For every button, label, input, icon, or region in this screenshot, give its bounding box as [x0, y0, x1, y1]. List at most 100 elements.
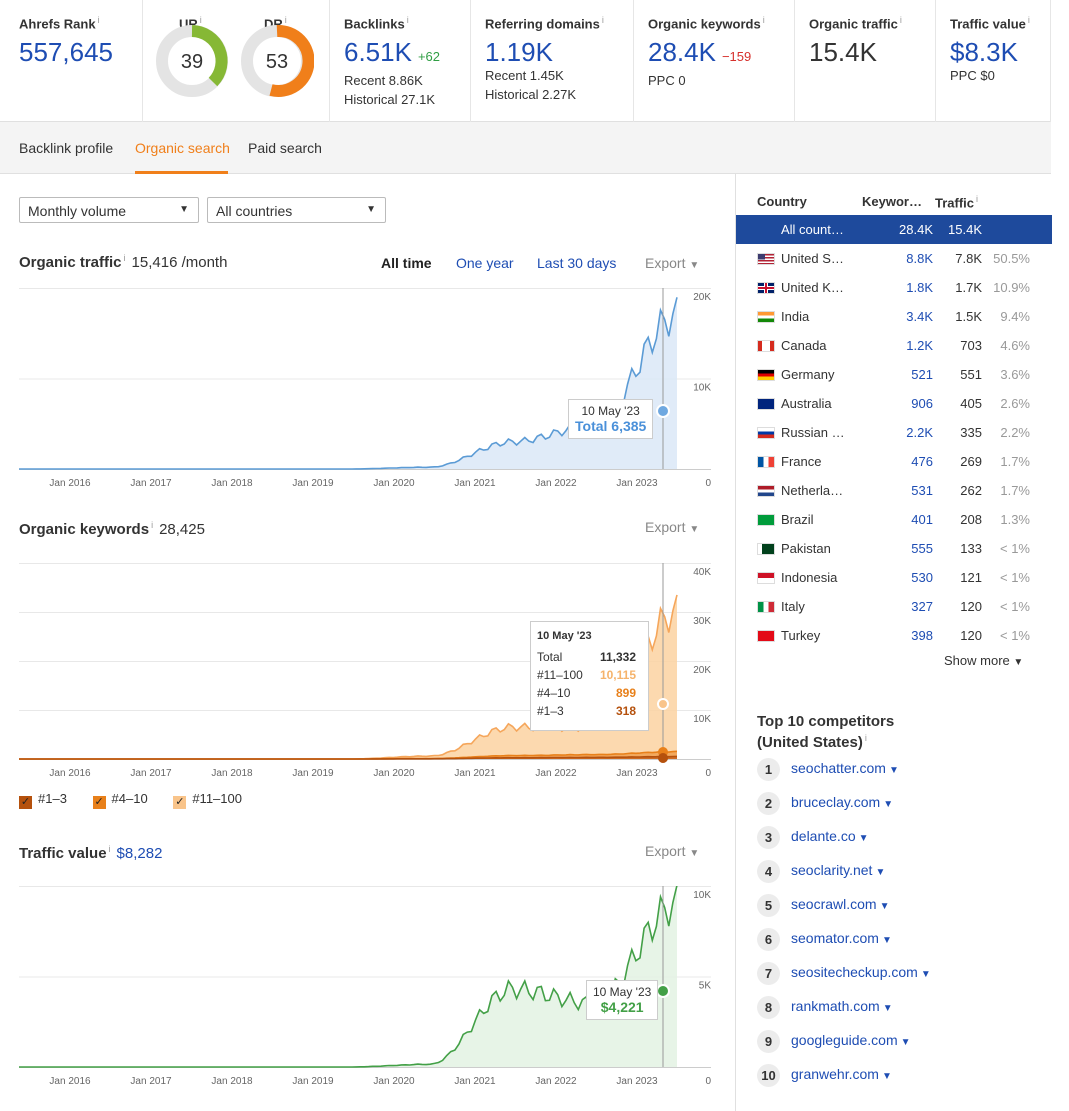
caret-down-icon[interactable]: ▼ — [883, 799, 894, 811]
organic-keywords-cell[interactable]: Organic keywords i 28.4K −159 PPC 0 — [634, 0, 795, 122]
tab-organic-search[interactable]: Organic search — [135, 140, 230, 156]
country-row[interactable]: India 3.4K 1.5K 9.4% — [736, 302, 1052, 331]
country-row[interactable]: United S… 8.8K 7.8K 50.5% — [736, 244, 1052, 273]
caret-down-icon[interactable]: ▼ — [879, 901, 890, 913]
country-keywords[interactable]: 28.4K — [899, 222, 933, 237]
country-row[interactable]: Brazil 401 208 1.3% — [736, 505, 1052, 534]
competitor-item[interactable]: 6 seomator.com ▼ — [757, 928, 892, 951]
info-icon[interactable]: i — [762, 15, 765, 25]
country-keywords[interactable]: 2.2K — [906, 425, 933, 440]
organic-traffic-chart[interactable]: 20K 10K 0 Jan 2016 Jan 2017 Jan 2018 Jan 2019 J… — [19, 288, 719, 498]
col-keywords[interactable]: Keywor… — [862, 194, 922, 209]
competitor-item[interactable]: 10 granwehr.com ▼ — [757, 1064, 892, 1087]
traffic-value-chart[interactable]: 10K 5K 0 Jan 2016 Jan 2017 Jan 2018 Jan 2019 Ja… — [19, 886, 719, 1096]
ur-gauge[interactable]: 39 — [155, 24, 229, 98]
competitor-domain[interactable]: seomator.com — [791, 930, 879, 947]
export-button[interactable]: Export ▼ — [645, 519, 700, 535]
competitor-domain[interactable]: seoclarity.net — [791, 862, 873, 879]
export-button[interactable]: Export ▼ — [645, 255, 700, 271]
caret-down-icon[interactable]: ▼ — [888, 765, 899, 777]
country-row[interactable]: Netherla… 531 262 1.7% — [736, 476, 1052, 505]
traffic-value-cell[interactable]: Traffic value i $8.3K PPC $0 — [936, 0, 1051, 122]
caret-down-icon[interactable]: ▼ — [882, 1003, 893, 1015]
competitor-domain[interactable]: bruceclay.com — [791, 794, 881, 811]
range-all-time[interactable]: All time — [381, 255, 432, 271]
organic-traffic-cell[interactable]: Organic traffic i 15.4K — [795, 0, 936, 122]
info-icon[interactable]: i — [108, 844, 111, 854]
competitor-item[interactable]: 8 rankmath.com ▼ — [757, 996, 893, 1019]
country-row[interactable]: Canada 1.2K 703 4.6% — [736, 331, 1052, 360]
competitor-item[interactable]: 4 seoclarity.net ▼ — [757, 860, 885, 883]
info-icon[interactable]: i — [406, 15, 409, 25]
tab-backlink-profile[interactable]: Backlink profile — [19, 140, 114, 156]
series-line[interactable] — [19, 755, 678, 760]
info-icon[interactable]: i — [864, 733, 867, 743]
country-row[interactable]: Indonesia 530 121 < 1% — [736, 563, 1052, 592]
caret-down-icon[interactable]: ▼ — [881, 1071, 892, 1083]
country-keywords[interactable]: 398 — [911, 628, 933, 643]
country-keywords[interactable]: 531 — [911, 483, 933, 498]
country-keywords[interactable]: 8.8K — [906, 251, 933, 266]
country-keywords[interactable]: 3.4K — [906, 309, 933, 324]
col-traffic[interactable]: Traffic i — [935, 194, 979, 211]
export-button[interactable]: Export ▼ — [645, 843, 700, 859]
country-keywords[interactable]: 1.8K — [906, 280, 933, 295]
info-icon[interactable]: i — [199, 15, 202, 25]
series-line[interactable] — [19, 886, 678, 1068]
country-keywords[interactable]: 327 — [911, 599, 933, 614]
country-keywords[interactable]: 401 — [911, 512, 933, 527]
country-row[interactable]: United K… 1.8K 1.7K 10.9% — [736, 273, 1052, 302]
country-keywords[interactable]: 555 — [911, 541, 933, 556]
competitor-domain[interactable]: delante.co — [791, 828, 856, 845]
competitor-domain[interactable]: googleguide.com — [791, 1032, 898, 1049]
info-icon[interactable]: i — [601, 15, 604, 25]
competitor-domain[interactable]: granwehr.com — [791, 1066, 879, 1083]
country-row[interactable]: Australia 906 405 2.6% — [736, 389, 1052, 418]
competitor-item[interactable]: 1 seochatter.com ▼ — [757, 758, 899, 781]
series-line[interactable] — [19, 297, 678, 470]
competitor-item[interactable]: 9 googleguide.com ▼ — [757, 1030, 911, 1053]
info-icon[interactable]: i — [123, 253, 126, 263]
country-row[interactable]: Italy 327 120 < 1% — [736, 592, 1052, 621]
country-row[interactable]: Turkey 398 120 < 1% — [736, 621, 1052, 650]
competitor-item[interactable]: 5 seocrawl.com ▼ — [757, 894, 890, 917]
range-one-year[interactable]: One year — [456, 255, 514, 271]
dr-gauge[interactable]: 53 — [240, 24, 314, 98]
caret-down-icon[interactable]: ▼ — [920, 969, 931, 981]
country-keywords[interactable]: 476 — [911, 454, 933, 469]
country-row[interactable]: Germany 521 551 3.6% — [736, 360, 1052, 389]
competitor-domain[interactable]: seocrawl.com — [791, 896, 877, 913]
competitor-item[interactable]: 3 delante.co ▼ — [757, 826, 869, 849]
volume-select[interactable]: Monthly volume ▼ — [19, 197, 199, 223]
range-last-30-days[interactable]: Last 30 days — [537, 255, 617, 271]
country-row[interactable]: Russian … 2.2K 335 2.2% — [736, 418, 1052, 447]
caret-down-icon[interactable]: ▼ — [858, 833, 869, 845]
tab-paid-search[interactable]: Paid search — [248, 140, 322, 156]
backlinks-cell[interactable]: Backlinks i 6.51K +62 Recent 8.86K Histori… — [330, 0, 471, 122]
country-keywords[interactable]: 530 — [911, 570, 933, 585]
organic-keywords-chart[interactable]: 40K 30K 20K 10K 0 Jan 2016 Jan 2017 Jan 2018 Jan… — [19, 563, 719, 785]
col-country[interactable]: Country — [757, 194, 807, 209]
country-row[interactable]: Pakistan 555 133 < 1% — [736, 534, 1052, 563]
competitor-domain[interactable]: seochatter.com — [791, 760, 886, 777]
country-keywords[interactable]: 906 — [911, 396, 933, 411]
country-keywords[interactable]: 1.2K — [906, 338, 933, 353]
show-more-button[interactable]: Show more ▼ — [944, 653, 1024, 668]
country-keywords[interactable]: 521 — [911, 367, 933, 382]
competitor-item[interactable]: 7 seositecheckup.com ▼ — [757, 962, 931, 985]
legend-item-top3[interactable]: ✓ #1–3 — [19, 791, 67, 809]
competitor-domain[interactable]: seositecheckup.com — [791, 964, 918, 981]
country-row-all[interactable]: All count… 28.4K 15.4K — [736, 215, 1052, 244]
country-select[interactable]: All countries ▼ — [207, 197, 386, 223]
caret-down-icon[interactable]: ▼ — [881, 935, 892, 947]
caret-down-icon[interactable]: ▼ — [875, 867, 886, 879]
referring-domains-cell[interactable]: Referring domains i 1.19K Recent 1.45K Hi… — [471, 0, 634, 122]
caret-down-icon[interactable]: ▼ — [900, 1037, 911, 1049]
legend-item-top100[interactable]: ✓ #11–100 — [173, 791, 242, 809]
info-icon[interactable]: i — [151, 520, 154, 530]
info-icon[interactable]: i — [97, 15, 100, 25]
info-icon[interactable]: i — [899, 15, 902, 25]
country-row[interactable]: France 476 269 1.7% — [736, 447, 1052, 476]
competitor-item[interactable]: 2 bruceclay.com ▼ — [757, 792, 893, 815]
legend-item-top10[interactable]: ✓ #4–10 — [92, 791, 148, 809]
